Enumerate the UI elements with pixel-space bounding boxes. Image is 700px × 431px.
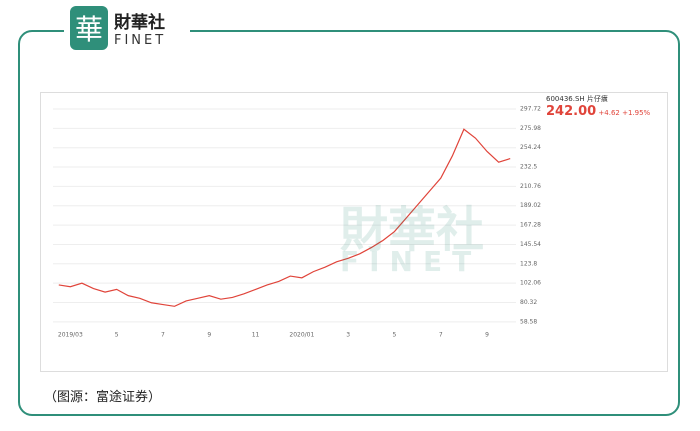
y-tick-label: 210.76 <box>520 183 541 190</box>
chart: 297.72 275.98 254.24 232.5 210.76 189.02 167.2… <box>53 106 541 339</box>
x-tick-label: 9 <box>207 332 211 339</box>
x-tick-label: 2019/03 <box>58 332 83 339</box>
change-pct: +1.95% <box>622 109 651 117</box>
x-tick-label: 7 <box>439 332 443 339</box>
x-tick-label: 2020/01 <box>289 332 314 339</box>
x-tick-label: 5 <box>115 332 119 339</box>
price-line <box>58 128 511 307</box>
logo: 華 財華社 FINET <box>64 2 190 54</box>
logo-en: FINET <box>114 33 167 48</box>
y-tick-label: 189.02 <box>520 202 541 209</box>
logo-name: 財華社 <box>114 13 165 33</box>
quote-panel: 600436.SH 片仔癀 242.00 +4.62 +1.95% <box>546 94 664 119</box>
x-tick-label: 11 <box>252 332 260 339</box>
stock-name: 片仔癀 <box>586 95 608 103</box>
stock-code: 600436.SH <box>546 95 585 103</box>
logo-mark: 華 <box>70 6 108 50</box>
x-tick-label: 9 <box>485 332 489 339</box>
y-tick-label: 102.06 <box>520 280 541 287</box>
price: 242.00 <box>546 104 597 119</box>
screenshot: 297.72 275.98 254.24 232.5 210.76 189.02 167.2… <box>40 92 668 372</box>
y-tick-label: 167.28 <box>520 222 541 229</box>
y-tick-label: 275.98 <box>520 125 541 132</box>
y-tick-label: 80.32 <box>520 299 537 306</box>
x-tick-label: 7 <box>161 332 165 339</box>
y-tick-label: 254.24 <box>520 144 541 151</box>
caption: （图源：富途证券） <box>44 390 162 405</box>
x-tick-label: 5 <box>393 332 397 339</box>
y-tick-label: 145.54 <box>520 241 541 248</box>
y-tick-label: 232.5 <box>520 164 537 171</box>
change: +4.62 <box>598 109 620 117</box>
frame <box>18 30 680 416</box>
y-tick-label: 123.8 <box>520 260 537 267</box>
watermark-en: FINET <box>340 245 482 278</box>
y-tick-label: 297.72 <box>520 106 541 113</box>
x-tick-label: 3 <box>346 332 350 339</box>
watermark: 財華社 <box>340 202 485 258</box>
y-tick-label: 58.58 <box>520 318 537 325</box>
